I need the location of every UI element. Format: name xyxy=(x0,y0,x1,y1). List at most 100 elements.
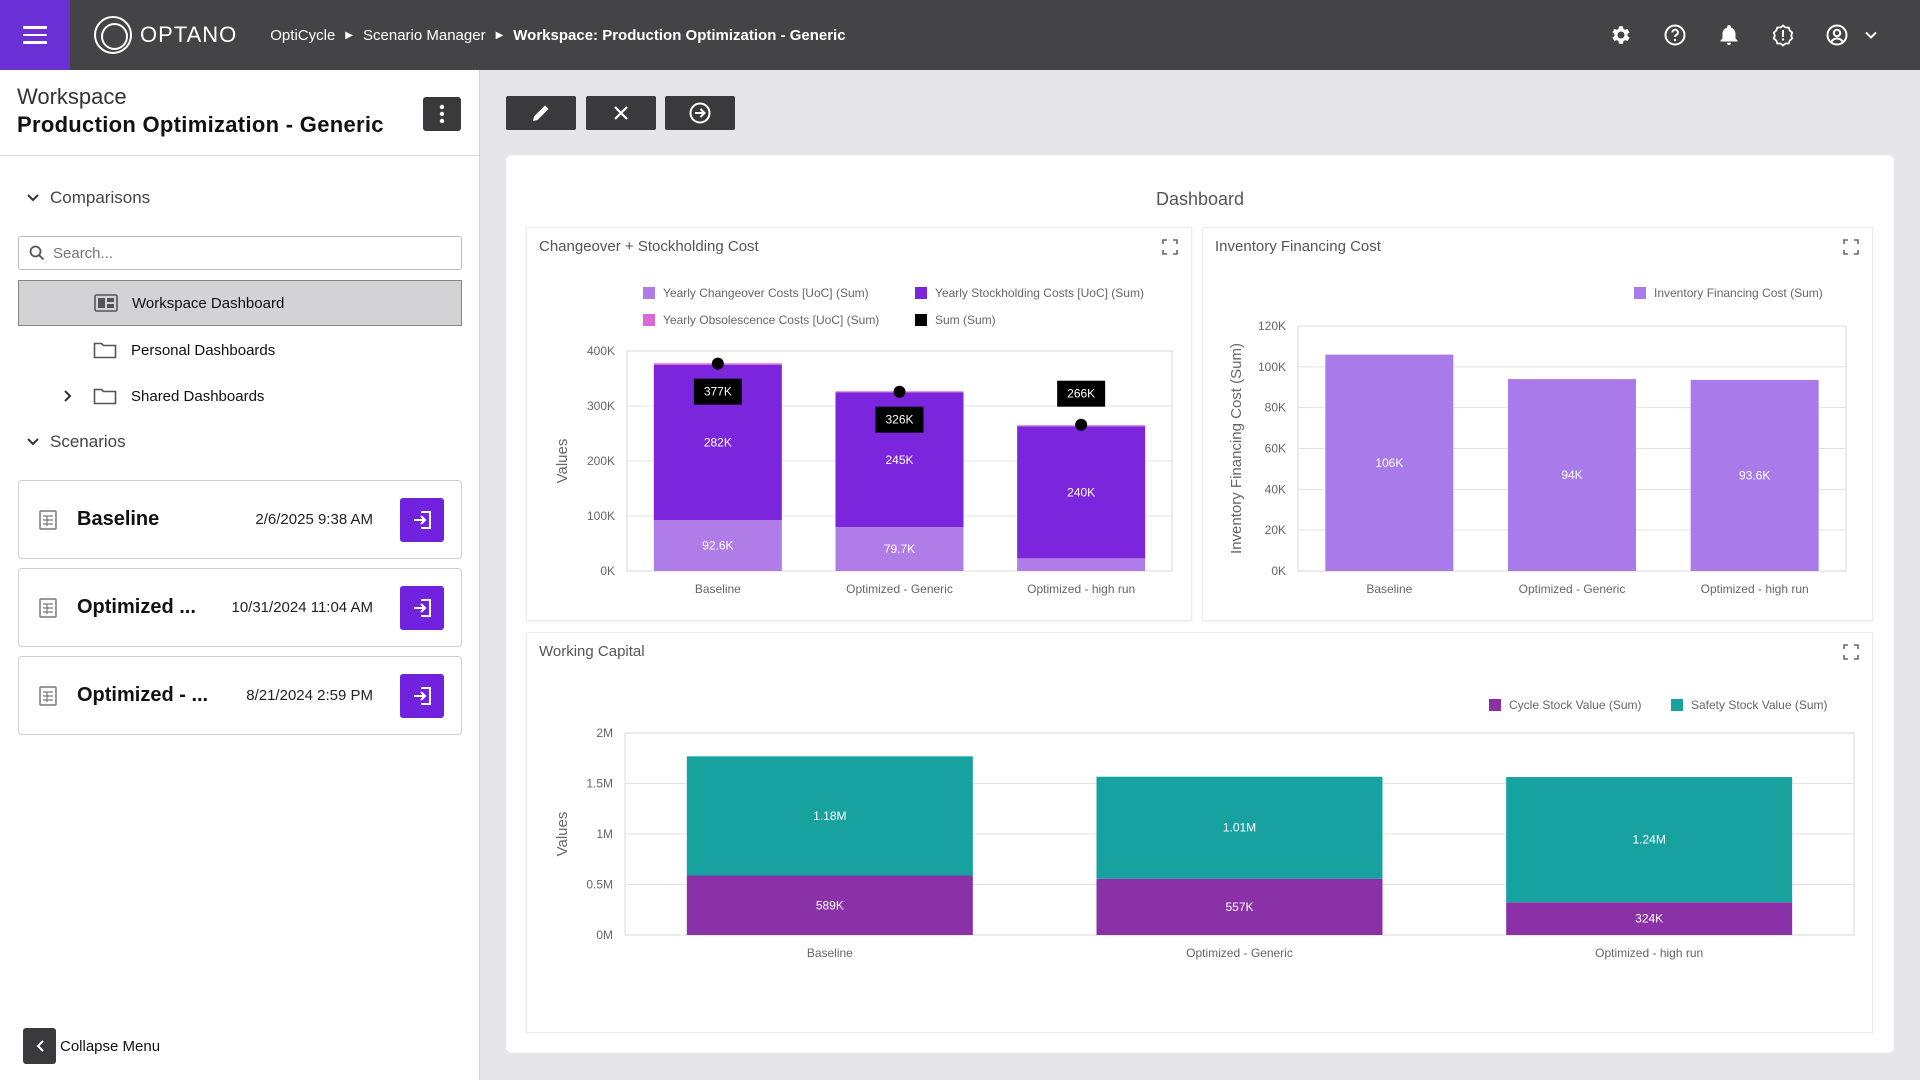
chart-title: Changeover + Stockholding Cost xyxy=(539,238,759,255)
bar-segment xyxy=(686,875,973,935)
tree-item-label: Personal Dashboards xyxy=(131,341,276,359)
expand-icon[interactable] xyxy=(1842,643,1860,666)
workspace-header: Workspace Production Optimization - Gene… xyxy=(0,70,479,156)
data-label: 589K xyxy=(816,898,844,912)
sum-label: 377K xyxy=(704,385,732,399)
bar-segment xyxy=(1508,379,1636,571)
folder-icon xyxy=(93,387,117,405)
login-icon xyxy=(414,510,431,529)
y-tick-label: 80K xyxy=(1265,401,1286,415)
login-icon xyxy=(414,598,431,617)
sum-label-box xyxy=(693,378,742,405)
chevron-left-icon xyxy=(23,1028,56,1064)
y-axis-label: Inventory Financing Cost (Sum) xyxy=(1228,343,1245,554)
user-account-icon[interactable] xyxy=(1824,22,1850,48)
y-tick-label: 100K xyxy=(587,509,615,523)
open-scenario-button[interactable] xyxy=(400,673,444,718)
legend-label: Yearly Stockholding Costs [UoC] (Sum) xyxy=(935,286,1144,300)
optano-logo[interactable]: OPTANO xyxy=(94,16,237,54)
x-tick-label: Baseline xyxy=(1366,582,1412,596)
tree-item-workspace-dashboard[interactable]: Workspace Dashboard xyxy=(18,280,462,326)
data-label: 94K xyxy=(1561,468,1582,482)
search-box xyxy=(18,236,462,270)
chevron-right-icon: ▶ xyxy=(345,29,353,41)
chart-panel-inventory-financing: Inventory Financing Cost 0K 20K 40K 60K 80K 1… xyxy=(1202,227,1873,621)
close-button[interactable] xyxy=(586,96,656,130)
alert-badge-icon[interactable] xyxy=(1770,22,1796,48)
x-tick-label: Optimized - Generic xyxy=(846,582,953,596)
y-tick-label: 120K xyxy=(1258,319,1286,333)
comparisons-section-toggle[interactable]: Comparisons xyxy=(26,188,150,208)
settings-gear-icon[interactable] xyxy=(1608,22,1634,48)
scenario-card[interactable]: Optimized ... 10/31/2024 11:04 AM xyxy=(18,568,462,647)
chevron-down-icon[interactable] xyxy=(1858,22,1884,48)
sum-label-box xyxy=(1057,380,1106,407)
chevron-right-icon[interactable] xyxy=(63,389,73,403)
chevron-down-icon xyxy=(27,438,39,446)
hamburger-icon xyxy=(23,26,47,44)
help-icon[interactable] xyxy=(1662,22,1688,48)
y-tick-label: 1.5M xyxy=(586,777,613,791)
y-tick-label: 0K xyxy=(600,564,615,578)
menu-button[interactable] xyxy=(0,0,70,70)
dashboard: Dashboard Changeover + Stockholding Cost… xyxy=(506,155,1894,1053)
chevron-right-icon: ▶ xyxy=(495,29,504,41)
scenario-card[interactable]: Optimized - ... 8/21/2024 2:59 PM xyxy=(18,656,462,735)
more-vertical-icon xyxy=(439,104,445,124)
collapse-menu-button[interactable]: Collapse Menu xyxy=(23,1028,160,1064)
logo-mark-icon xyxy=(94,16,132,54)
y-axis-label: Values xyxy=(554,439,571,484)
y-tick-label: 2M xyxy=(596,726,613,740)
sum-label-box xyxy=(875,406,924,433)
tree-item-label: Workspace Dashboard xyxy=(132,294,285,312)
dashboard-title: Dashboard xyxy=(1155,189,1245,209)
legend-label: Safety Stock Value (Sum) xyxy=(1691,698,1828,712)
y-tick-label: 0.5M xyxy=(586,878,613,892)
y-tick-label: 0M xyxy=(596,928,613,942)
notification-bell-icon[interactable] xyxy=(1716,22,1742,48)
x-tick-label: Optimized - Generic xyxy=(1186,946,1293,960)
legend-swatch xyxy=(915,287,927,299)
chart-svg: 0K 100K 200K 300K 400K Values 92.6K 282K Baselin… xyxy=(554,286,1173,596)
legend-swatch xyxy=(1671,699,1683,711)
breadcrumb-opticycle[interactable]: OptiCycle xyxy=(270,26,336,44)
scenarios-label: Scenarios xyxy=(50,432,126,451)
bar-segment xyxy=(1690,379,1819,571)
breadcrumb-scenario-manager[interactable]: Scenario Manager xyxy=(363,26,486,44)
workspace-title: Production Optimization - Generic xyxy=(17,112,384,137)
breadcrumb: OptiCycle ▶ Scenario Manager ▶ Workspace… xyxy=(270,27,845,44)
workspace-menu-button[interactable] xyxy=(423,97,461,131)
x-tick-label: Baseline xyxy=(807,946,853,960)
workspace-label: Workspace xyxy=(17,84,127,109)
login-icon xyxy=(414,686,431,705)
legend-label: Yearly Obsolescence Costs [UoC] (Sum) xyxy=(663,313,879,327)
pencil-icon xyxy=(533,105,549,121)
expand-icon[interactable] xyxy=(1161,238,1179,261)
search-input[interactable] xyxy=(53,244,433,262)
chart-svg: 0K 20K 40K 60K 80K 100K 120K Inventory Financin… xyxy=(1228,286,1847,596)
open-scenario-button[interactable] xyxy=(400,497,444,542)
x-tick-label: Optimized - high run xyxy=(1027,582,1135,596)
legend-label: Yearly Changeover Costs [UoC] (Sum) xyxy=(663,286,869,300)
edit-button[interactable] xyxy=(506,96,576,130)
legend-swatch xyxy=(1634,287,1646,299)
arrow-right-circle-icon xyxy=(689,102,711,124)
bar-segment xyxy=(1325,354,1454,571)
expand-icon[interactable] xyxy=(1842,238,1860,261)
chart-panel-changeover-stockholding: Changeover + Stockholding Cost 0K 100K 200… xyxy=(526,227,1192,621)
scenario-card[interactable]: Baseline 2/6/2025 9:38 AM xyxy=(18,480,462,559)
legend-swatch xyxy=(1489,699,1501,711)
open-scenario-button[interactable] xyxy=(400,585,444,630)
scenarios-section-toggle[interactable]: Scenarios xyxy=(26,432,126,452)
sidebar: Workspace Production Optimization - Gene… xyxy=(0,70,480,1080)
scenario-name: Baseline xyxy=(77,508,160,530)
scenario-name: Optimized ... xyxy=(77,596,196,618)
x-tick-label: Baseline xyxy=(695,582,741,596)
y-axis-label: Values xyxy=(554,812,571,857)
tree-item-shared-dashboards[interactable]: Shared Dashboards xyxy=(18,373,462,419)
navigate-button[interactable] xyxy=(665,96,735,130)
tree-item-personal-dashboards[interactable]: Personal Dashboards xyxy=(18,327,462,373)
x-tick-label: Optimized - Generic xyxy=(1519,582,1626,596)
breadcrumb-workspace: Workspace: Production Optimization - Gen… xyxy=(513,26,846,44)
close-icon xyxy=(614,106,628,120)
